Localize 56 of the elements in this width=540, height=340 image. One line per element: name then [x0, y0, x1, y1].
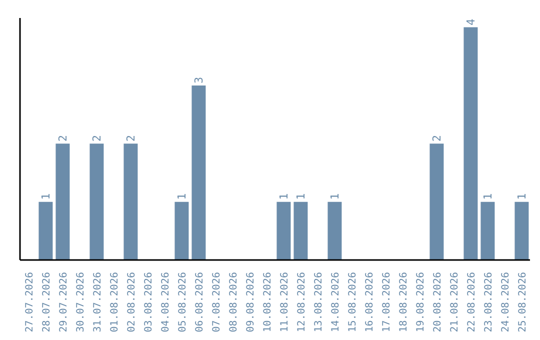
x-tick-label: 22.08.2026 — [466, 272, 478, 332]
x-tick-label: 31.07.2026 — [92, 272, 104, 332]
bar — [174, 202, 189, 260]
bar — [480, 202, 495, 260]
x-tick-label: 20.08.2026 — [432, 272, 444, 332]
x-tick-label: 02.08.2026 — [126, 272, 138, 332]
x-tick-label: 30.07.2026 — [76, 272, 86, 332]
bar — [56, 144, 70, 260]
data-label: 2 — [90, 135, 104, 142]
data-label: 1 — [328, 193, 342, 200]
x-tick-label: 14.08.2026 — [330, 272, 342, 332]
x-tick-label: 11.08.2026 — [280, 272, 290, 332]
data-label: 1 — [40, 193, 53, 200]
bar — [328, 202, 342, 260]
x-tick-label: 10.08.2026 — [262, 272, 274, 332]
data-label: 2 — [124, 135, 138, 142]
x-tick-label: 07.08.2026 — [212, 272, 222, 332]
bar — [430, 144, 444, 260]
x-tick-label: 06.08.2026 — [194, 272, 206, 332]
data-label: 1 — [176, 193, 189, 200]
bar — [124, 144, 138, 260]
data-label: 3 — [192, 76, 206, 84]
data-label: 1 — [516, 193, 529, 200]
x-tick-label: 18.08.2026 — [398, 272, 410, 332]
data-label: 1 — [278, 193, 291, 200]
data-label: 1 — [482, 193, 495, 200]
x-tick-label: 19.08.2026 — [416, 272, 426, 332]
x-tick-label: 12.08.2026 — [296, 272, 308, 332]
bar — [90, 144, 104, 260]
bar — [514, 202, 529, 260]
bar — [38, 202, 53, 260]
data-label: 2 — [56, 135, 70, 142]
bar — [192, 85, 206, 260]
x-tick-label: 29.07.2026 — [58, 272, 70, 332]
x-tick-label: 15.08.2026 — [348, 272, 358, 332]
x-tick-label: 08.08.2026 — [228, 272, 240, 332]
x-tick-label: 27.07.2026 — [24, 272, 36, 332]
data-label: 4 — [464, 18, 478, 26]
bar — [464, 27, 478, 260]
x-tick-label: 03.08.2026 — [144, 272, 154, 332]
x-tick-label: 23.08.2026 — [484, 272, 494, 332]
x-tick-label: 28.07.2026 — [42, 272, 52, 332]
x-tick-label: 01.08.2026 — [110, 272, 120, 332]
data-label: 2 — [430, 135, 444, 142]
x-tick-label: 24.08.2026 — [500, 272, 512, 332]
x-tick-label: 21.08.2026 — [450, 272, 460, 332]
data-label: 1 — [294, 193, 308, 200]
x-tick-label: 04.08.2026 — [160, 272, 172, 332]
x-tick-label: 25.08.2026 — [518, 272, 528, 332]
x-tick-label: 05.08.2026 — [178, 272, 188, 332]
x-tick-label: 09.08.2026 — [246, 272, 256, 332]
bar — [294, 202, 308, 260]
x-tick-label: 17.08.2026 — [382, 272, 392, 332]
bar — [276, 202, 291, 260]
x-tick-label: 16.08.2026 — [364, 272, 376, 332]
x-tick-label: 13.08.2026 — [314, 272, 324, 332]
